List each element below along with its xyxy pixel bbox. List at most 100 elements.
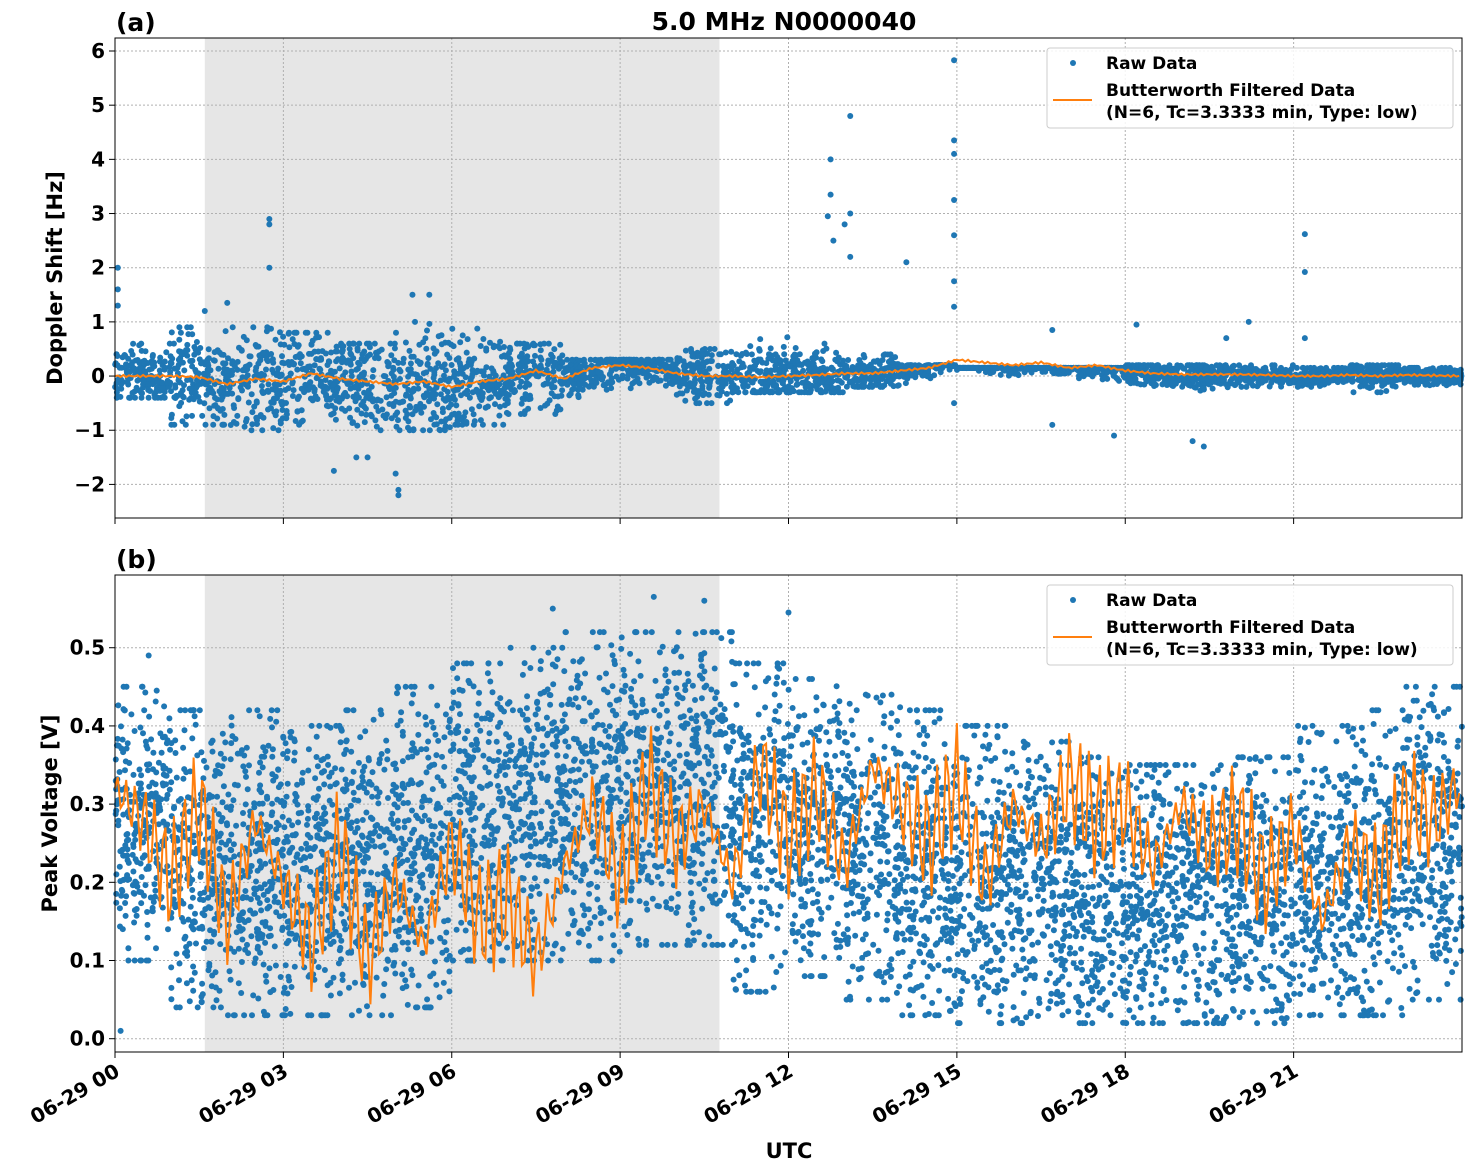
raw-point (187, 358, 194, 364)
raw-point (131, 957, 138, 964)
raw-point (130, 771, 137, 778)
raw-point (282, 864, 289, 871)
raw-point (1356, 364, 1363, 371)
raw-point (362, 405, 369, 412)
raw-point (1301, 335, 1308, 342)
raw-point (149, 353, 156, 360)
raw-point (391, 345, 398, 352)
raw-point (316, 785, 322, 792)
raw-point (405, 366, 412, 373)
raw-point (860, 363, 867, 370)
raw-point (898, 371, 905, 378)
raw-point (234, 782, 241, 789)
raw-point (153, 687, 160, 694)
raw-point (750, 363, 757, 370)
raw-point (390, 364, 397, 371)
chart-title: 5.0 MHz N0000040 (652, 7, 917, 36)
raw-point (240, 366, 247, 373)
raw-point (123, 831, 130, 838)
raw-point (249, 421, 256, 428)
raw-point (394, 409, 401, 416)
raw-point (153, 388, 160, 395)
raw-point (313, 733, 320, 740)
raw-point (407, 360, 414, 367)
raw-point (245, 917, 252, 924)
raw-point (854, 378, 861, 385)
raw-point (225, 791, 232, 798)
raw-point (256, 800, 263, 807)
raw-point (188, 385, 195, 392)
raw-point (208, 887, 215, 894)
raw-point (468, 358, 475, 365)
raw-point (229, 390, 236, 397)
raw-point (1001, 367, 1008, 374)
raw-point (697, 376, 704, 383)
raw-point (279, 846, 286, 853)
raw-point (182, 933, 189, 940)
raw-point (1049, 421, 1056, 428)
raw-point (283, 793, 290, 800)
raw-point (187, 903, 194, 910)
raw-point (288, 728, 295, 735)
raw-point (270, 987, 277, 993)
raw-point (459, 370, 466, 377)
raw-point (163, 349, 170, 356)
y-tick-label: 5 (91, 93, 105, 117)
raw-point (128, 348, 135, 354)
raw-point (802, 384, 809, 390)
raw-point (740, 377, 747, 384)
raw-point (120, 852, 127, 859)
panel-b: 0.00.10.20.30.40.5(b)Peak Voltage [V]Raw… (38, 545, 1465, 1058)
raw-point (463, 349, 470, 356)
raw-point (229, 358, 236, 365)
raw-point (763, 367, 770, 374)
raw-point (395, 417, 401, 424)
raw-point (537, 347, 544, 354)
raw-point (255, 840, 262, 847)
raw-point (181, 766, 188, 773)
raw-point (395, 359, 402, 366)
raw-point (363, 340, 370, 347)
raw-point (253, 364, 260, 371)
raw-point (161, 358, 168, 365)
raw-point (469, 371, 476, 378)
raw-point (812, 350, 818, 357)
raw-point (818, 379, 825, 386)
raw-point (180, 775, 187, 782)
raw-point (144, 921, 151, 928)
raw-point (272, 336, 279, 343)
raw-point (1395, 362, 1402, 369)
raw-point (294, 353, 301, 360)
raw-point (269, 724, 275, 731)
raw-point (291, 749, 298, 756)
raw-point (1222, 362, 1229, 369)
raw-point (435, 333, 442, 340)
raw-point (577, 363, 584, 370)
raw-point (1213, 362, 1220, 369)
raw-point (182, 707, 189, 714)
raw-point (269, 746, 276, 753)
raw-point (409, 291, 416, 298)
raw-point (775, 389, 782, 396)
raw-point (133, 906, 140, 912)
raw-point (880, 352, 887, 359)
raw-point (138, 900, 145, 907)
raw-point (176, 324, 183, 331)
raw-point (220, 360, 227, 367)
raw-point (275, 784, 282, 791)
y-tick-label: −2 (74, 472, 105, 496)
raw-point (250, 324, 257, 331)
raw-point (122, 767, 128, 774)
raw-point (403, 392, 409, 399)
raw-point (112, 756, 119, 763)
raw-point (138, 340, 145, 347)
raw-point (210, 413, 217, 420)
raw-point (364, 390, 371, 397)
raw-point (326, 773, 333, 780)
raw-point (860, 352, 867, 358)
raw-point (350, 419, 356, 426)
raw-point (196, 398, 203, 405)
raw-point (392, 470, 399, 477)
raw-point (1299, 364, 1306, 371)
raw-point (427, 365, 434, 372)
